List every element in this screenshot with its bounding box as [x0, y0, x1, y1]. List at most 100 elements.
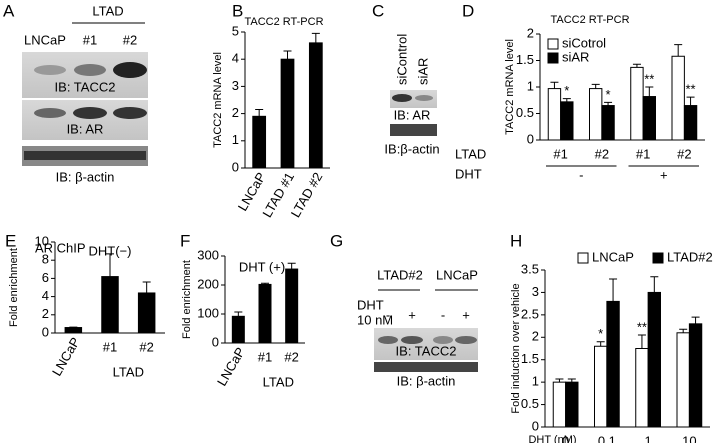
bar — [683, 105, 698, 141]
significance: * — [564, 83, 569, 98]
blot-label: IB: β-actin — [397, 373, 456, 388]
y-axis-label: Fold enrichment — [181, 260, 193, 339]
legend-label: siCotrol — [562, 35, 606, 50]
y-tick-label: 0.5 — [516, 105, 534, 120]
x-tick-label: #1 — [258, 349, 272, 364]
x-tick-label: 10 — [682, 433, 696, 443]
y-tick-label: 0 — [532, 418, 539, 433]
x-tick-label: #2 — [284, 349, 298, 364]
band — [24, 151, 146, 160]
group-label: + — [660, 167, 668, 182]
band — [34, 108, 66, 118]
legend-swatch — [547, 52, 559, 64]
annotation: DHT (+) — [239, 259, 285, 274]
error-bar — [261, 282, 269, 285]
y-tick-label: 0 — [212, 334, 219, 349]
y-tick-label: 1.5 — [521, 351, 539, 366]
y-tick-label: 4 — [42, 288, 49, 303]
error-bar — [686, 96, 695, 106]
error-bar — [567, 378, 576, 383]
y-tick-label: 2 — [532, 329, 539, 344]
band — [415, 95, 433, 101]
bar — [565, 381, 579, 428]
significance: ** — [637, 319, 647, 334]
band — [113, 107, 147, 119]
band — [392, 94, 412, 102]
band — [401, 336, 423, 344]
bar — [252, 115, 267, 169]
y-tick-label: 4 — [232, 51, 239, 66]
significance: ** — [686, 82, 696, 97]
y-tick-label: 0.5 — [521, 396, 539, 411]
error-bar — [234, 311, 243, 317]
error-bar — [609, 278, 618, 302]
panel-label: H — [510, 231, 522, 250]
band — [34, 65, 66, 75]
blot-label: IB: TACC2 — [396, 343, 457, 358]
y-tick-label: 1.5 — [516, 52, 534, 67]
bar — [671, 55, 685, 141]
legend-label: siAR — [562, 49, 589, 64]
significance: * — [606, 87, 611, 102]
blot-label: IB: AR — [394, 107, 431, 122]
legend-swatch — [577, 252, 589, 264]
annotation: DHT(−) — [89, 243, 132, 258]
legend-label: LTAD#2 — [667, 249, 713, 264]
blot — [22, 100, 148, 140]
x-axis-label: LTAD — [263, 374, 294, 389]
y-tick-label: 2 — [42, 306, 49, 321]
bar — [560, 101, 574, 141]
band — [433, 336, 453, 344]
legend-swatch — [547, 38, 559, 50]
panel-label: F — [180, 231, 190, 250]
bar — [688, 323, 703, 428]
y-tick-label: 6 — [42, 270, 49, 285]
bar — [101, 276, 119, 334]
error-bar — [650, 276, 659, 293]
bar — [64, 327, 83, 334]
x-axis-label: DHT (nM) — [528, 434, 576, 443]
bar — [589, 88, 603, 141]
panel-label: C — [372, 1, 384, 20]
y-tick-label: 0 — [42, 324, 49, 339]
y-tick-label: 3 — [532, 284, 539, 299]
error-bar — [591, 83, 600, 89]
bar — [642, 96, 656, 141]
x-tick-label: #2 — [595, 146, 609, 161]
chart-title: TACC2 RT-PCR — [550, 14, 629, 26]
bar — [601, 105, 615, 141]
x-tick-label: #1 — [553, 146, 567, 161]
x-tick-label: #2 — [139, 339, 153, 354]
y-tick-label: 2 — [527, 25, 534, 40]
bar — [137, 292, 156, 334]
y-tick-label: 1 — [527, 78, 534, 93]
lane-label: #1 — [83, 32, 97, 47]
y-tick-label: 8 — [42, 252, 49, 267]
chart-title: TACC2 RT-PCR — [244, 16, 323, 28]
error-bar — [596, 341, 605, 347]
blot-label: IB:β-actin — [384, 141, 439, 156]
x-tick-label: 0 — [562, 433, 569, 443]
bar — [594, 345, 608, 428]
group-label: - — [579, 167, 583, 182]
significance: * — [598, 326, 603, 341]
error-bar — [604, 101, 613, 106]
error-bar — [555, 378, 564, 383]
panel-label: B — [232, 1, 243, 20]
lane-label: - — [441, 307, 445, 322]
band — [455, 336, 477, 344]
x-axis-label: LTAD — [113, 364, 144, 379]
panel-label: A — [3, 1, 15, 20]
error-bar — [679, 328, 688, 333]
y-tick-label: 10 — [35, 233, 49, 248]
y-tick-label: 0 — [527, 131, 534, 146]
y-tick-label: 2.5 — [521, 306, 539, 321]
y-tick-label: 1 — [232, 132, 239, 147]
x-tick-label: #1 — [636, 146, 650, 161]
band — [74, 64, 106, 76]
treatment-label: DHT — [357, 297, 384, 312]
y-tick-label: 5 — [232, 23, 239, 38]
bar — [647, 291, 661, 428]
error-bar — [106, 253, 114, 277]
blot-label: IB: TACC2 — [55, 79, 116, 94]
